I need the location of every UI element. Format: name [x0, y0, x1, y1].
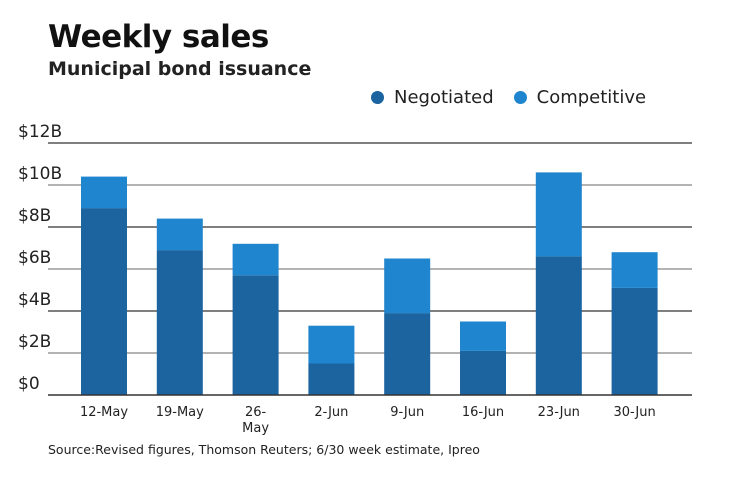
bar-competitive-23-jun	[535, 172, 582, 257]
x-tick-label: 9-Jun	[390, 405, 424, 420]
legend-label-negotiated: Negotiated	[394, 87, 494, 108]
source-note: Source:Revised figures, Thomson Reuters;…	[48, 442, 480, 457]
bars	[81, 172, 658, 395]
x-tick-label: 19-May	[156, 405, 204, 420]
bar-negotiated-30-jun	[611, 287, 658, 395]
y-tick-label: $6B	[18, 248, 51, 268]
x-tick-label: 2-Jun	[314, 405, 348, 420]
x-tick-label: May	[242, 421, 269, 436]
gridlines	[48, 142, 692, 354]
bar-competitive-16-jun	[460, 321, 506, 351]
x-tick-label: 26-	[245, 405, 267, 420]
bar-competitive-9-jun	[384, 258, 431, 314]
bar-negotiated-23-jun	[535, 256, 582, 395]
y-axis-ticks: $0 $2B $4B $6B $8B $10B $12B	[18, 122, 62, 394]
bar-competitive-2-jun	[308, 325, 355, 364]
legend-swatch-competitive	[513, 91, 527, 104]
y-tick-label: $8B	[18, 206, 51, 226]
y-tick-label: $0	[18, 374, 40, 394]
y-tick-label: $10B	[18, 164, 62, 184]
bar-competitive-30-jun	[611, 252, 658, 288]
legend-label-competitive: Competitive	[536, 87, 647, 108]
bar-negotiated-9-jun	[384, 313, 431, 395]
bar-competitive-12-may	[81, 176, 127, 209]
bar-competitive-26-may	[232, 243, 279, 276]
chart-subtitle: Municipal bond issuance	[48, 58, 312, 80]
x-axis-ticks: 12-May 19-May 26-May 2-Jun 9-Jun 16-Jun 23-Jun…	[80, 405, 656, 436]
bar-negotiated-19-may	[156, 250, 203, 395]
chart-title: Weekly sales	[48, 19, 269, 55]
bar-negotiated-12-may	[81, 208, 127, 395]
x-tick-label: 16-Jun	[462, 405, 504, 420]
bar-negotiated-16-jun	[460, 350, 506, 395]
bar-negotiated-2-jun	[308, 363, 355, 395]
x-tick-label: 12-May	[80, 405, 128, 420]
y-tick-label: $4B	[18, 290, 51, 310]
x-tick-label: 23-Jun	[538, 405, 580, 420]
y-tick-label: $12B	[18, 122, 62, 142]
legend-item-competitive: Competitive	[513, 87, 647, 108]
legend-swatch-negotiated	[371, 91, 384, 104]
legend-item-negotiated: Negotiated	[371, 87, 494, 108]
legend: Negotiated Competitive	[371, 87, 666, 108]
x-tick-label: 30-Jun	[613, 405, 655, 420]
bar-competitive-19-may	[156, 218, 203, 251]
y-tick-label: $2B	[18, 332, 51, 352]
bar-negotiated-26-may	[232, 275, 279, 395]
